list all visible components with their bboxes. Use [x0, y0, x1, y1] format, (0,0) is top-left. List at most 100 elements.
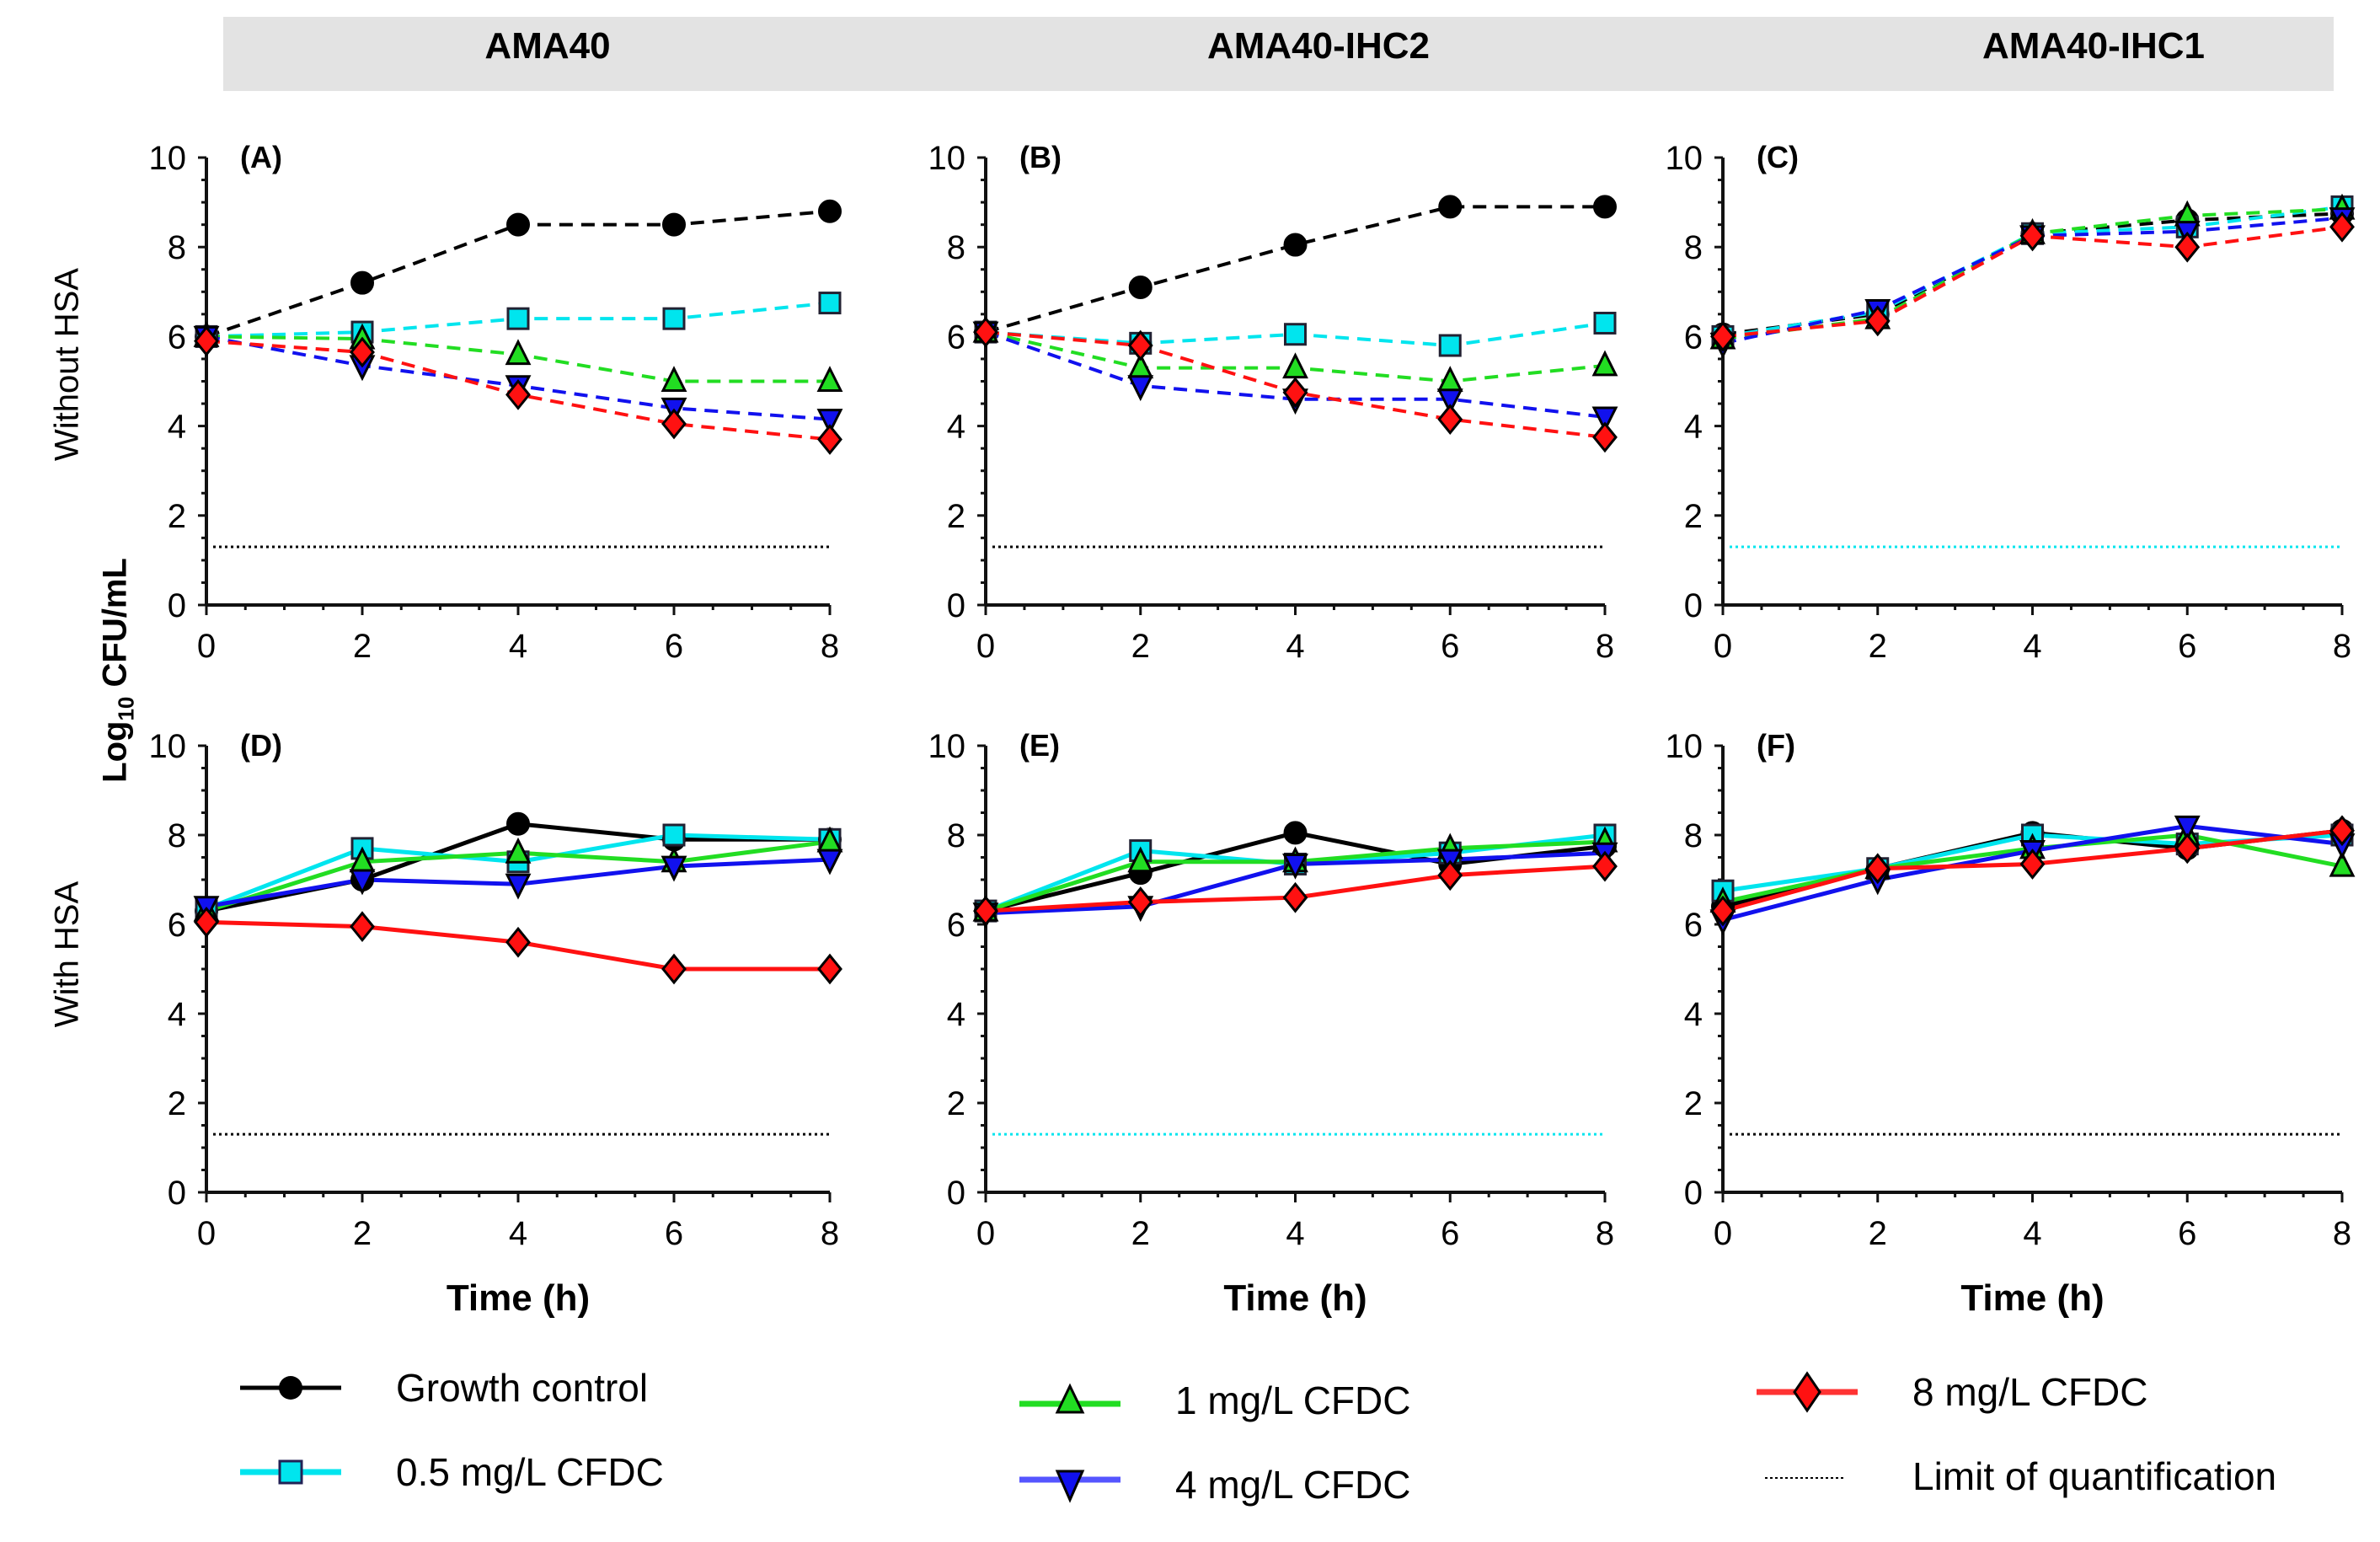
y-tick-label: 2 [1684, 1085, 1703, 1122]
data-point-growth [818, 199, 842, 223]
y-tick-label: 10 [1666, 728, 1703, 765]
data-point-c1 [505, 339, 532, 366]
legend-item-4-mg: 4 mg/L CFDC [1015, 1462, 1410, 1507]
legend-label: 4 mg/L CFDC [1175, 1463, 1411, 1507]
x-tick-label: 8 [2333, 1215, 2351, 1252]
x-axis-title: Time (h) [447, 1277, 590, 1319]
series-markers-c8 [194, 325, 842, 455]
data-point-c8 [1864, 305, 1891, 337]
data-point-growth [1283, 821, 1308, 845]
data-point-c8 [350, 911, 375, 943]
data-point-c8 [2019, 220, 2046, 252]
data-point-c8 [1127, 886, 1153, 918]
y-tick-label: 6 [168, 319, 186, 356]
data-point-c4 [349, 869, 376, 896]
legend-label: 8 mg/L CFDC [1912, 1370, 2148, 1414]
legend-label: 0.5 mg/L CFDC [396, 1450, 664, 1494]
data-point-c4 [1282, 853, 1308, 880]
data-point-c4 [1127, 375, 1154, 402]
y-tick-label: 10 [1666, 140, 1703, 177]
y-tick-label: 10 [928, 140, 966, 177]
y-tick-label: 4 [1684, 409, 1703, 446]
data-point-c8 [661, 953, 687, 985]
data-point-c05 [662, 823, 686, 847]
x-tick-label: 4 [509, 628, 527, 665]
data-point-growth [1438, 195, 1463, 219]
data-point-c4 [505, 873, 532, 900]
data-point-c8 [661, 408, 687, 440]
x-tick-label: 6 [665, 1215, 683, 1252]
data-point-c4 [1436, 388, 1463, 415]
data-point-growth [1593, 195, 1617, 219]
data-point-c05 [506, 307, 530, 330]
data-point-c8 [1127, 329, 1153, 361]
data-point-growth [1283, 233, 1308, 257]
data-point-c8 [1592, 421, 1618, 453]
y-tick-label: 6 [947, 319, 965, 356]
data-point-c8 [2174, 231, 2201, 263]
data-point-c05 [1284, 323, 1307, 346]
x-tick-label: 2 [353, 1215, 372, 1252]
data-point-c8 [817, 424, 842, 455]
y-tick-label: 2 [947, 1085, 965, 1122]
legend-marker-triangle-up-icon [1019, 1383, 1120, 1414]
x-axis-title: Time (h) [1223, 1277, 1366, 1319]
y-tick-label: 10 [928, 728, 966, 765]
x-tick-label: 2 [1869, 1215, 1887, 1252]
panel-label: (E) [1019, 728, 1060, 763]
series-markers-c8 [973, 850, 1618, 927]
legend-label: Growth control [396, 1366, 649, 1410]
x-tick-label: 2 [1869, 628, 1887, 665]
series-markers-growth [974, 195, 1617, 345]
data-point-c8 [973, 316, 998, 348]
y-tick-label: 6 [947, 907, 965, 944]
data-point-c8 [1437, 859, 1463, 891]
y-tick-label: 8 [947, 229, 965, 266]
y-tick-label: 0 [168, 587, 186, 624]
data-point-c8 [505, 379, 531, 410]
series-markers-c8 [973, 316, 1618, 453]
data-point-c8 [1282, 881, 1308, 913]
y-tick-label: 0 [947, 1175, 965, 1212]
y-tick-label: 10 [149, 140, 187, 177]
y-tick-label: 8 [1684, 817, 1703, 854]
data-point-c1 [1282, 352, 1308, 379]
data-point-c05 [1593, 311, 1617, 335]
y-tick-label: 10 [149, 728, 187, 765]
data-point-growth [506, 212, 530, 237]
data-point-c8 [194, 325, 219, 357]
panel-label: (F) [1757, 728, 1795, 763]
data-point-c8 [2174, 833, 2201, 865]
x-tick-label: 6 [2178, 628, 2196, 665]
panel-label: (A) [240, 140, 282, 174]
data-point-c1 [661, 366, 687, 392]
data-point-c8 [2019, 849, 2046, 880]
data-point-c4 [816, 409, 843, 435]
x-tick-label: 6 [1441, 628, 1459, 665]
strain-title-ama40-ihc2: AMA40-IHC2 [1206, 25, 1431, 67]
y-tick-label: 4 [1684, 996, 1703, 1033]
y-tick-label: 0 [1684, 587, 1703, 624]
y-tick-label: 0 [1684, 1175, 1703, 1212]
y-tick-label: 6 [168, 907, 186, 944]
data-point-growth [350, 270, 374, 295]
y-tick-label: 6 [1684, 907, 1703, 944]
legend-item-0-5-mg: 0.5 mg/L CFDC [236, 1449, 664, 1495]
panel-label: (C) [1757, 140, 1799, 174]
y-tick-label: 2 [947, 498, 965, 535]
x-tick-label: 6 [2178, 1215, 2196, 1252]
series-markers-c8 [1710, 815, 2355, 927]
legend-item-growth-control: Growth control [236, 1365, 648, 1411]
data-point-c8 [973, 895, 998, 927]
data-point-c8 [505, 926, 531, 958]
y-tick-label: 8 [168, 817, 186, 854]
data-point-c8 [1710, 321, 1736, 352]
y-tick-label: 2 [1684, 498, 1703, 535]
panel-d: 0 2 4 6 8 10 0 2 4 6 8 (D) Time (h) [149, 728, 843, 1319]
y-tick-label: 0 [168, 1175, 186, 1212]
data-point-growth [1128, 275, 1153, 299]
data-point-c1 [1591, 350, 1618, 377]
x-tick-label: 2 [1131, 1215, 1150, 1252]
data-point-c8 [194, 906, 219, 938]
data-point-c05 [1438, 334, 1462, 357]
